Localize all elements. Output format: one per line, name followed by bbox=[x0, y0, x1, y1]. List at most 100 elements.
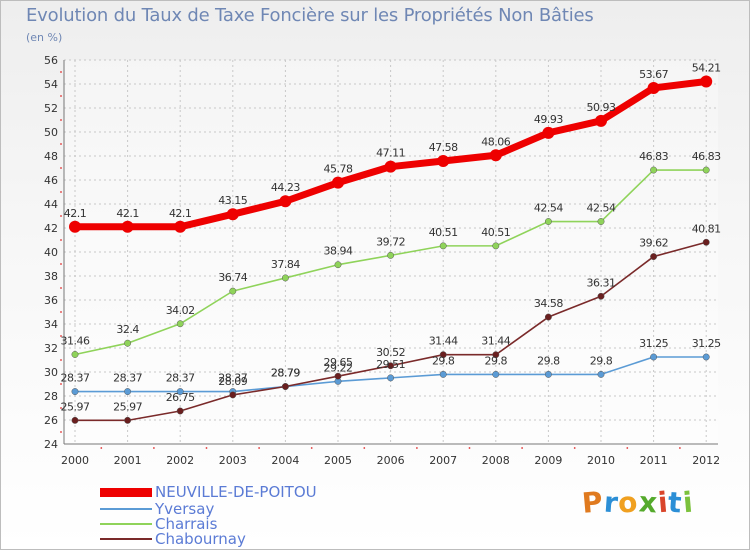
data-label: 42.54 bbox=[534, 202, 563, 215]
data-point bbox=[650, 353, 658, 361]
data-point bbox=[492, 242, 500, 250]
y-minor-tick bbox=[60, 95, 62, 97]
data-label: 50.93 bbox=[587, 101, 616, 114]
x-tick-label: 2001 bbox=[114, 454, 142, 467]
data-label: 46.83 bbox=[639, 150, 668, 163]
data-point bbox=[124, 416, 132, 424]
y-minor-tick bbox=[60, 143, 62, 145]
data-point bbox=[176, 320, 184, 328]
data-point bbox=[71, 351, 79, 358]
data-point bbox=[281, 383, 289, 390]
data-point bbox=[700, 75, 713, 88]
data-point bbox=[176, 407, 184, 415]
x-tick-label: 2012 bbox=[692, 454, 720, 467]
data-label: 47.11 bbox=[376, 147, 405, 160]
data-point bbox=[226, 208, 239, 221]
data-point bbox=[597, 370, 605, 378]
y-minor-tick bbox=[60, 167, 62, 169]
x-tick-label: 2006 bbox=[377, 454, 405, 467]
y-minor-tick bbox=[60, 359, 62, 361]
y-tick-label: 32 bbox=[44, 342, 58, 355]
data-point bbox=[174, 220, 187, 233]
chart-subtitle: (en %) bbox=[26, 31, 63, 44]
legend-label: Yversay bbox=[155, 500, 215, 518]
y-tick-label: 50 bbox=[44, 126, 58, 139]
legend-label: Charrais bbox=[155, 515, 218, 533]
data-label: 42.1 bbox=[116, 207, 139, 220]
data-point bbox=[121, 220, 134, 233]
chart-title: Evolution du Taux de Taxe Foncière sur l… bbox=[26, 5, 594, 26]
data-label: 40.81 bbox=[692, 222, 721, 235]
data-label: 29.8 bbox=[485, 354, 508, 367]
y-tick-label: 36 bbox=[44, 294, 58, 307]
y-minor-tick bbox=[60, 407, 62, 409]
data-point bbox=[650, 253, 658, 261]
data-label: 34.58 bbox=[534, 297, 563, 310]
data-point bbox=[542, 126, 555, 139]
x-minor-tick bbox=[416, 447, 418, 449]
data-point bbox=[544, 218, 552, 225]
y-tick-label: 44 bbox=[44, 198, 58, 211]
data-point bbox=[702, 238, 710, 246]
data-point bbox=[332, 176, 344, 189]
x-minor-tick bbox=[310, 447, 313, 449]
data-label: 37.84 bbox=[271, 258, 300, 271]
data-label: 48.06 bbox=[481, 135, 510, 148]
data-point bbox=[387, 374, 395, 382]
data-label: 29.65 bbox=[324, 356, 353, 369]
x-minor-tick bbox=[100, 447, 103, 449]
data-point bbox=[176, 388, 184, 396]
data-point bbox=[492, 351, 500, 359]
data-label: 30.52 bbox=[376, 346, 405, 359]
data-label: 42.1 bbox=[169, 207, 192, 220]
y-tick-label: 34 bbox=[44, 318, 58, 331]
x-tick-label: 2010 bbox=[587, 454, 615, 467]
data-point bbox=[544, 313, 552, 321]
x-minor-tick bbox=[363, 447, 366, 449]
data-label: 40.51 bbox=[429, 226, 458, 239]
data-label: 32.4 bbox=[116, 323, 139, 336]
x-tick-label: 2000 bbox=[61, 454, 89, 467]
y-tick-label: 56 bbox=[44, 54, 58, 67]
x-tick-label: 2004 bbox=[271, 454, 299, 467]
proxiti-logo: Proxiti bbox=[580, 485, 695, 520]
legend-label: Chabournay bbox=[155, 530, 246, 548]
y-minor-tick bbox=[60, 191, 62, 193]
x-minor-tick bbox=[573, 447, 576, 449]
x-minor-tick bbox=[258, 447, 260, 449]
x-minor-tick bbox=[205, 447, 208, 449]
y-minor-tick bbox=[60, 119, 62, 121]
data-point bbox=[439, 351, 447, 359]
legend-swatch bbox=[100, 487, 152, 497]
data-point bbox=[69, 220, 81, 233]
data-label: 29.8 bbox=[432, 354, 455, 367]
data-point bbox=[647, 81, 660, 94]
data-label: 31.44 bbox=[429, 335, 458, 348]
data-point bbox=[384, 160, 397, 173]
data-label: 54.21 bbox=[692, 61, 721, 74]
data-label: 29.8 bbox=[590, 354, 613, 367]
legend-swatch bbox=[100, 538, 152, 540]
data-label: 29.22 bbox=[324, 361, 353, 374]
y-tick-label: 38 bbox=[44, 270, 58, 283]
data-point bbox=[71, 388, 79, 396]
data-point bbox=[334, 372, 342, 380]
data-point bbox=[650, 166, 658, 174]
x-minor-tick bbox=[153, 447, 155, 449]
y-minor-tick bbox=[60, 287, 62, 289]
data-point bbox=[702, 353, 710, 361]
x-minor-tick bbox=[679, 447, 681, 449]
data-label: 28.09 bbox=[218, 375, 247, 388]
data-point bbox=[439, 370, 447, 378]
data-label: 36.74 bbox=[218, 271, 247, 284]
data-label: 31.44 bbox=[481, 335, 510, 348]
y-minor-tick bbox=[60, 215, 62, 217]
data-label: 44.23 bbox=[271, 181, 300, 194]
y-tick-label: 48 bbox=[44, 150, 58, 163]
y-minor-tick bbox=[60, 335, 62, 337]
legend-item: Chabournay bbox=[100, 530, 350, 548]
x-minor-tick bbox=[521, 447, 523, 449]
y-tick-label: 24 bbox=[44, 438, 58, 451]
